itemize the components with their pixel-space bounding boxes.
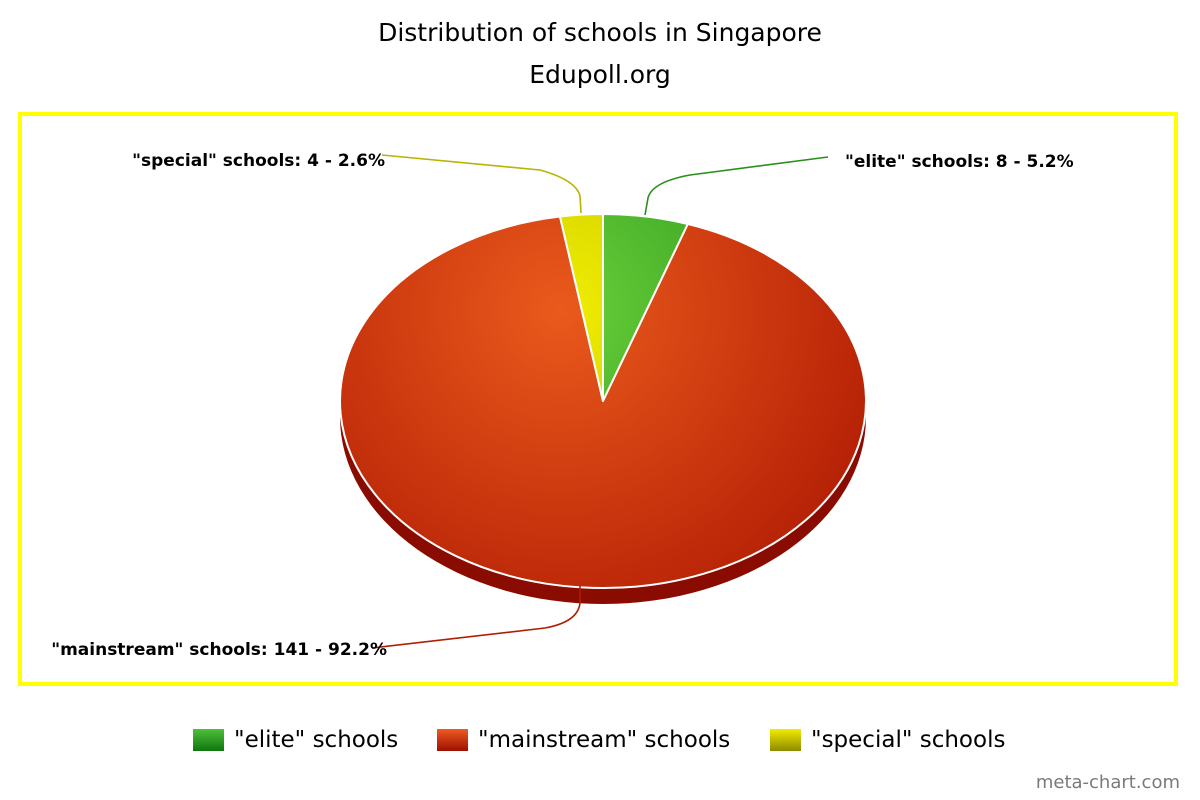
legend-swatch-special bbox=[770, 729, 801, 751]
leader-line-elite bbox=[644, 156, 829, 216]
slice-label-special: "special" schools: 4 - 2.6% bbox=[132, 151, 385, 171]
slice-label-mainstream: "mainstream" schools: 141 - 92.2% bbox=[51, 640, 387, 660]
legend-item-mainstream[interactable]: "mainstream" schools bbox=[437, 723, 730, 757]
pie-leaders bbox=[371, 154, 829, 649]
plot-frame bbox=[18, 112, 1178, 686]
legend-label-special: "special" schools bbox=[811, 727, 1006, 753]
legend-swatch-mainstream bbox=[437, 729, 468, 751]
chart-title: Distribution of schools in Singapore bbox=[378, 18, 822, 47]
legend-label-mainstream: "mainstream" schools bbox=[478, 727, 731, 753]
pie-slices bbox=[339, 213, 867, 589]
slice-label-elite: "elite" schools: 8 - 5.2% bbox=[845, 152, 1074, 172]
legend-item-special[interactable]: "special" schools bbox=[770, 723, 1005, 757]
pie-slice-mainstream[interactable] bbox=[339, 215, 867, 589]
chart-subtitle: Edupoll.org bbox=[529, 60, 671, 89]
legend-item-elite[interactable]: "elite" schools bbox=[193, 723, 398, 757]
leader-line-special bbox=[381, 154, 582, 214]
legend-swatch-elite bbox=[193, 729, 224, 751]
legend-label-elite: "elite" schools bbox=[234, 727, 399, 753]
leader-line-mainstream bbox=[371, 586, 581, 649]
chart-credit: meta-chart.com bbox=[1035, 772, 1180, 793]
legend: "elite" schools "mainstream" schools "sp… bbox=[0, 723, 1200, 757]
pie-labels: "elite" schools: 8 - 5.2% "mainstream" sc… bbox=[51, 151, 1073, 660]
pie-slice-special[interactable] bbox=[558, 213, 604, 402]
